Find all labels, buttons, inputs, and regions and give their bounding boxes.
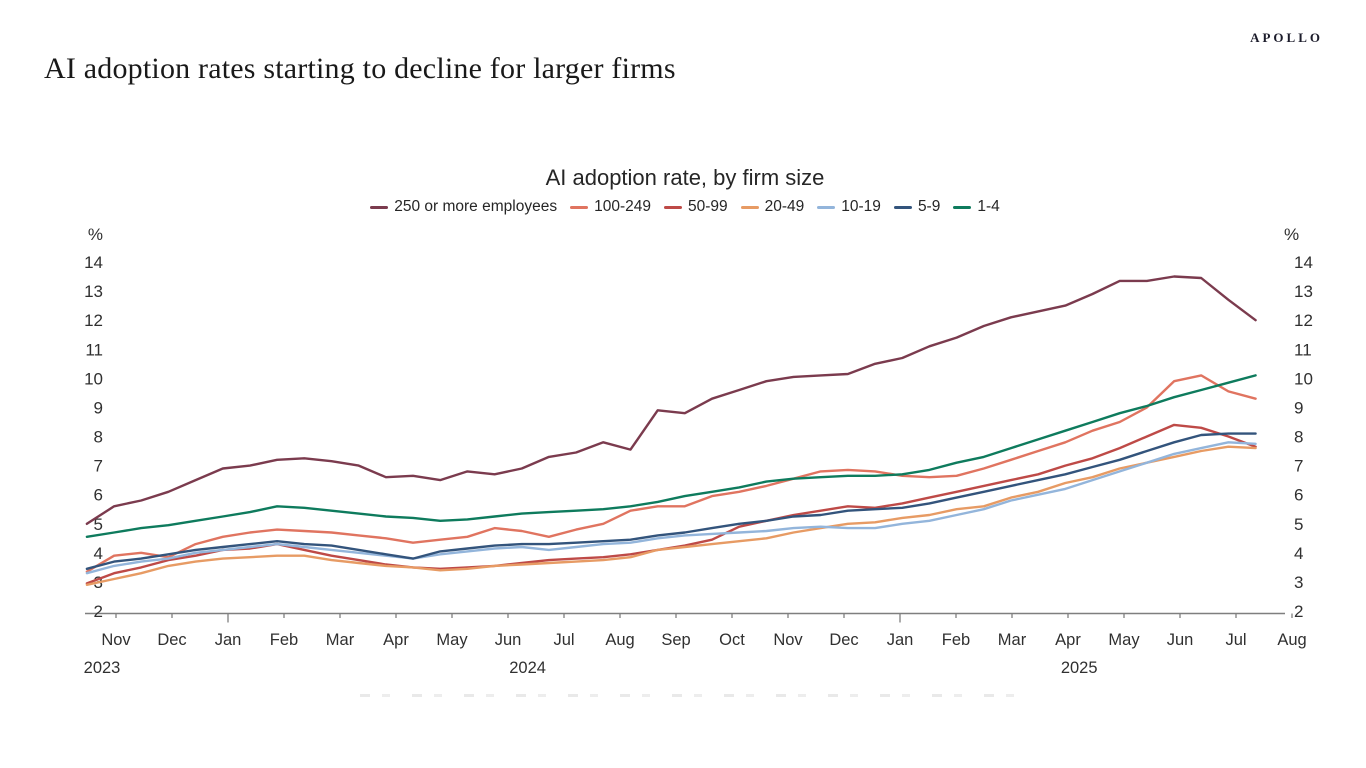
y-tick-label-right: 2 [1294,602,1303,621]
y-tick-label-left: 13 [84,282,103,301]
x-month-label: Jun [495,631,522,649]
legend-swatch-icon [817,205,836,209]
x-month-label: Jun [1167,631,1194,649]
x-month-label: Feb [942,631,970,649]
x-month-label: Mar [998,631,1027,649]
legend-item-5-9: 5-9 [893,198,941,216]
x-month-label: Dec [157,631,186,649]
chart-legend: 250 or more employees 100-249 50-99 20-49 10… [85,198,1285,216]
page-title: AI adoption rates starting to decline fo… [44,52,676,85]
faded-source-note [360,694,1020,697]
legend-item-50-99: 50-99 [663,198,728,216]
legend-item-100-249: 100-249 [570,198,651,216]
x-month-label: Aug [1277,631,1306,649]
y-tick-label-left: 8 [94,428,103,447]
x-month-label: Nov [773,631,803,649]
y-tick-label-left: 10 [84,369,103,388]
legend-label: 10-19 [841,198,881,215]
x-month-label: May [1108,631,1140,649]
y-tick-label-right: 6 [1294,486,1303,505]
legend-swatch-icon [893,205,912,209]
legend-swatch-icon [663,205,682,209]
percent-label-left: % [88,225,103,244]
x-month-label: Oct [719,631,745,649]
x-month-label: Apr [1055,631,1081,649]
y-tick-label-right: 13 [1294,282,1313,301]
legend-item-20-49: 20-49 [740,198,805,216]
y-tick-label-left: 14 [84,253,103,272]
x-month-label: Jan [887,631,914,649]
x-year-label: 2023 [84,659,121,677]
y-tick-label-left: 6 [94,486,103,505]
y-tick-label-right: 10 [1294,369,1313,388]
y-tick-label-left: 4 [94,544,103,563]
series-line-10-19 [85,441,1257,575]
legend-label: 1-4 [977,198,1000,215]
x-year-label: 2025 [1061,659,1098,677]
y-tick-label-right: 9 [1294,398,1303,417]
y-tick-label-right: 14 [1294,253,1313,272]
series-line-100-249 [85,374,1257,573]
x-month-label: Nov [101,631,131,649]
legend-label: 20-49 [764,198,805,215]
y-tick-label-left: 12 [84,311,103,330]
y-tick-label-right: 7 [1294,457,1303,476]
legend-swatch-icon [953,205,972,209]
legend-label: 250 or more employees [394,198,558,215]
legend-label: 100-249 [594,198,651,215]
x-month-label: Jul [1225,631,1246,649]
x-month-label: Dec [829,631,858,649]
apollo-logo: APOLLO [1250,30,1323,45]
legend-label: 5-9 [917,198,941,215]
x-month-label: Jul [553,631,574,649]
series-line-50-99 [85,423,1257,585]
legend-swatch-icon [570,205,589,209]
legend-label: 50-99 [687,198,728,215]
series-line-1-4 [85,374,1257,538]
chart-title: AI adoption rate, by firm size [545,165,825,190]
y-tick-label-left: 11 [85,340,103,359]
x-month-label: May [436,631,468,649]
y-tick-label-left: 2 [94,602,103,621]
x-year-label: 2024 [509,659,546,677]
y-tick-label-left: 7 [94,457,103,476]
x-month-label: Mar [326,631,355,649]
chart-header: AI adoption rate, by firm size 250 or mo… [85,165,1285,216]
y-tick-label-right: 5 [1294,515,1303,534]
percent-label-right: % [1284,225,1299,244]
legend-swatch-icon [370,205,389,209]
x-month-label: Feb [270,631,298,649]
y-tick-label-left: 9 [94,398,103,417]
legend-swatch-icon [740,205,759,209]
legend-item-250-or-more-employees: 250 or more employees [370,198,557,216]
y-tick-label-right: 4 [1294,544,1303,563]
x-month-label: Jan [215,631,242,649]
y-tick-label-left: 5 [94,515,103,534]
y-tick-label-right: 8 [1294,428,1303,447]
series-line-5-9 [85,432,1257,570]
x-month-label: Aug [605,631,634,649]
y-tick-label-right: 12 [1294,311,1313,330]
y-tick-label-right: 3 [1294,573,1303,592]
y-tick-label-right: 11 [1294,340,1312,359]
series-line-20-49 [85,445,1257,586]
legend-item-10-19: 10-19 [817,198,881,216]
series-line-250-or-more-employees [85,275,1257,525]
x-month-label: Apr [383,631,409,649]
legend-item-1-4: 1-4 [953,198,1000,216]
x-month-label: Sep [661,631,690,649]
